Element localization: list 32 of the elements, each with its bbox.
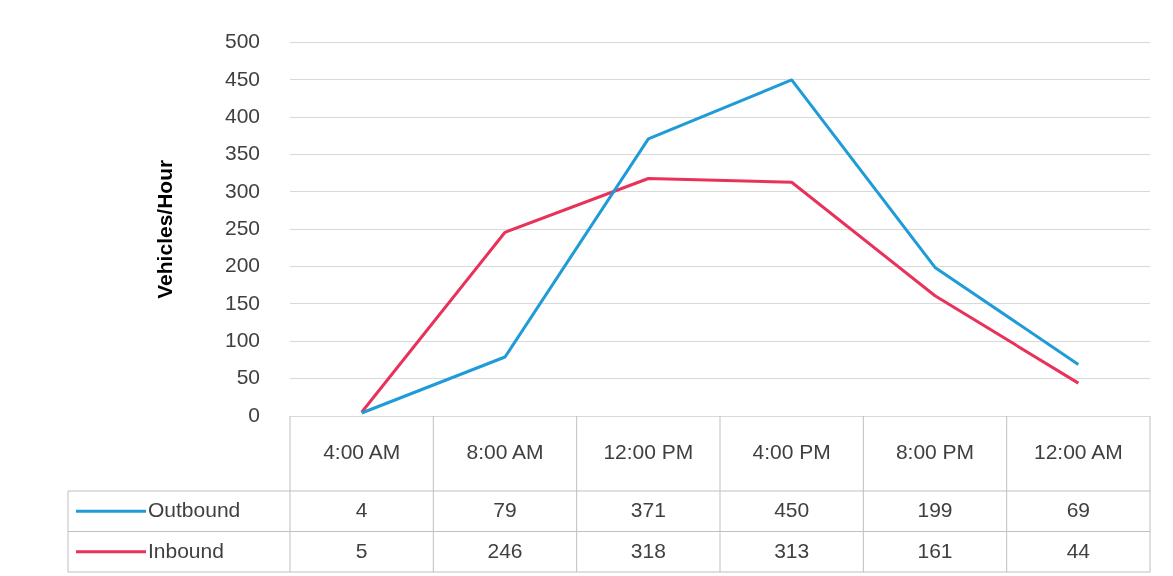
data-label: 161	[917, 538, 953, 562]
x-tick-label: 8:00 PM	[895, 440, 975, 464]
data-label: 371	[630, 498, 666, 522]
y-tick-label: 200	[224, 253, 260, 277]
y-tick-label: 100	[224, 328, 260, 352]
y-tick-label: 450	[224, 66, 260, 90]
data-label: 5	[355, 538, 368, 562]
data-label: 450	[774, 498, 810, 522]
legend-label: Inbound	[148, 538, 224, 562]
x-tick-label: 4:00 AM	[323, 440, 401, 464]
y-tick-label: 250	[224, 216, 260, 240]
y-axis-title: Vehicles/Hour	[153, 159, 177, 299]
legend-label: Outbound	[148, 498, 241, 522]
x-tick-label: 12:00 AM	[1033, 440, 1123, 464]
data-label: 79	[493, 498, 517, 522]
y-tick-label: 400	[224, 104, 260, 128]
data-label: 313	[774, 538, 810, 562]
y-tick-label: 50	[236, 365, 260, 389]
data-label: 69	[1066, 498, 1091, 522]
x-tick-label: 12:00 PM	[603, 440, 694, 464]
data-label: 44	[1066, 538, 1091, 562]
data-label: 246	[487, 538, 523, 562]
y-tick-label: 150	[224, 290, 260, 314]
data-label: 199	[917, 498, 953, 522]
y-tick-label: 500	[224, 29, 260, 53]
y-tick-label: 350	[224, 141, 260, 165]
data-label: 4	[355, 498, 368, 522]
x-tick-label: 4:00 PM	[752, 440, 831, 464]
y-tick-label: 0	[248, 402, 260, 426]
data-label: 318	[630, 538, 666, 562]
y-tick-label: 300	[224, 178, 260, 202]
x-tick-label: 8:00 AM	[466, 440, 544, 464]
